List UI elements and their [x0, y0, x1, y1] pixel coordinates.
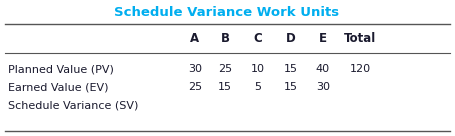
Text: 15: 15 — [284, 64, 298, 74]
Text: 30: 30 — [316, 82, 330, 92]
Text: 5: 5 — [254, 82, 262, 92]
Text: C: C — [253, 33, 263, 46]
Text: Total: Total — [344, 33, 376, 46]
Text: B: B — [221, 33, 229, 46]
Text: 15: 15 — [218, 82, 232, 92]
Text: 30: 30 — [188, 64, 202, 74]
Text: 15: 15 — [284, 82, 298, 92]
Text: E: E — [319, 33, 327, 46]
Text: Schedule Variance (SV): Schedule Variance (SV) — [8, 100, 138, 110]
Text: 25: 25 — [218, 64, 232, 74]
Text: Schedule Variance Work Units: Schedule Variance Work Units — [115, 7, 339, 19]
Text: 10: 10 — [251, 64, 265, 74]
Text: D: D — [286, 33, 296, 46]
Text: Earned Value (EV): Earned Value (EV) — [8, 82, 108, 92]
Text: Planned Value (PV): Planned Value (PV) — [8, 64, 114, 74]
Text: 25: 25 — [188, 82, 202, 92]
Text: 120: 120 — [349, 64, 370, 74]
Text: 40: 40 — [316, 64, 330, 74]
Text: A: A — [191, 33, 200, 46]
